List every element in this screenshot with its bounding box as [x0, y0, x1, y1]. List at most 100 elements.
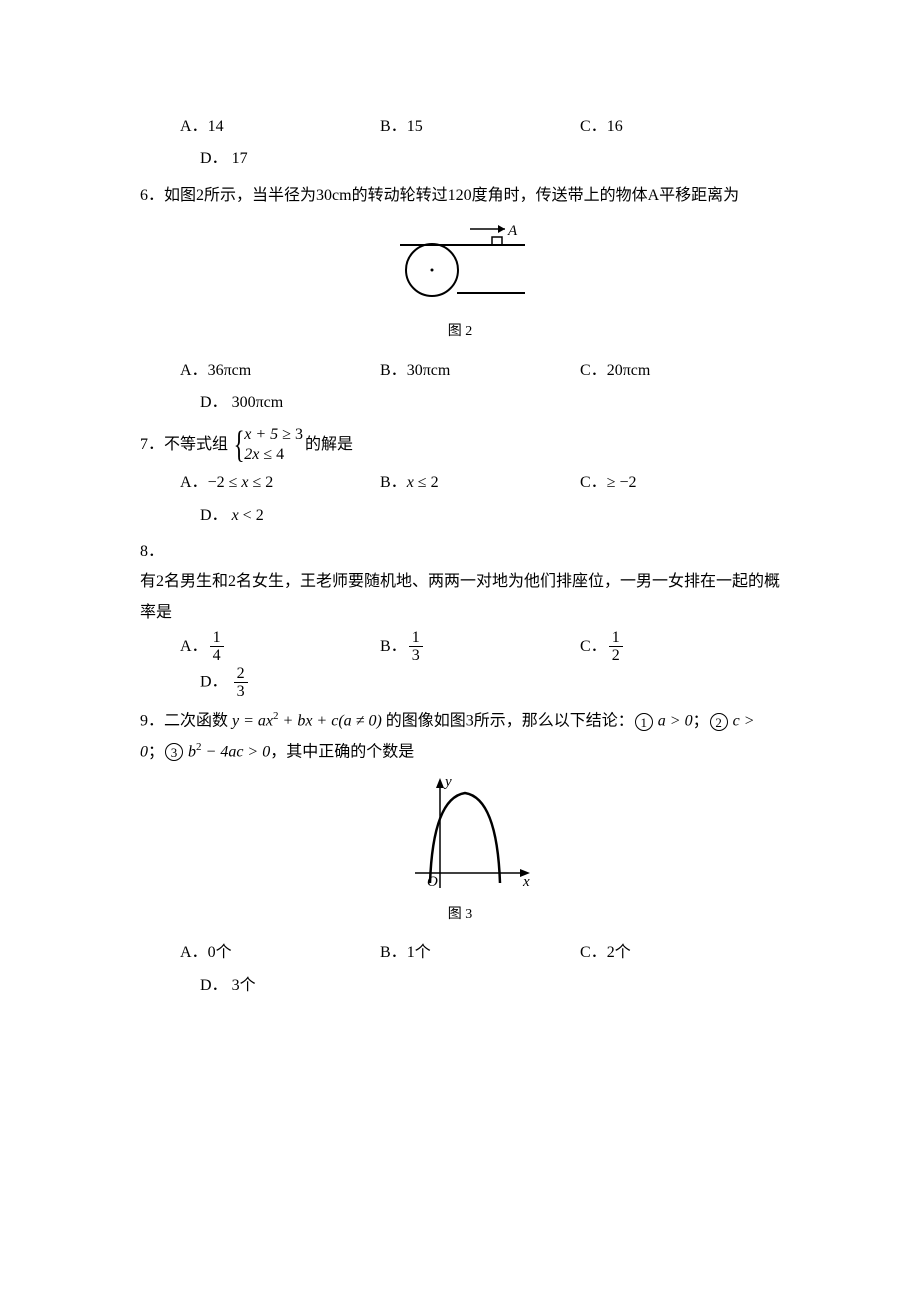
- q9-number: 9．: [140, 712, 164, 729]
- option-label: B．: [380, 468, 407, 498]
- circled-3: 3: [165, 743, 183, 761]
- circled-1: 1: [635, 713, 653, 731]
- sys-line1-lhs: x + 5: [244, 426, 278, 443]
- q7-text-after: 的解是: [305, 430, 353, 460]
- q6-text: 如图2所示，当半径为30cm的转动轮转过120度角时，传送带上的物体A平移距离为: [164, 181, 739, 211]
- option-label: B．: [380, 356, 407, 386]
- option-label: A．: [180, 356, 208, 386]
- label-o: O: [427, 874, 438, 890]
- option-value: −2 ≤ x ≤ 2: [208, 468, 274, 498]
- q9-option-b: B． 1个: [380, 938, 580, 968]
- q9-text-p1-before: 二次函数: [164, 712, 232, 729]
- fraction: 1 2: [609, 630, 623, 664]
- q9-cond3-a: b: [184, 743, 196, 760]
- q6-figure-caption: 图 2: [140, 319, 780, 346]
- q5-option-a: A． 14: [180, 112, 380, 142]
- q7-option-b: B． x ≤ 2: [380, 468, 580, 498]
- denominator: 3: [409, 646, 423, 664]
- option-label: D．: [200, 507, 228, 524]
- q9-option-c: C． 2个: [580, 938, 760, 968]
- option-value: 20πcm: [607, 356, 651, 386]
- q9-cond1: a > 0: [654, 712, 693, 729]
- q8-number: 8．: [140, 537, 164, 567]
- q7-text-before: 不等式组: [164, 430, 228, 460]
- q7-option-c: C． ≥ −2: [580, 468, 760, 498]
- option-value: 2个: [607, 938, 631, 968]
- q9-formula-y: y = ax: [232, 712, 273, 729]
- fraction: 2 3: [234, 666, 248, 700]
- q6-option-d-row: D． 300πcm: [140, 388, 780, 418]
- numerator: 1: [609, 630, 623, 646]
- q7-option-d-row: D． x < 2: [140, 501, 780, 531]
- option-label: B．: [380, 112, 407, 142]
- q8-option-c: C． 1 2: [580, 630, 760, 664]
- option-label: C．: [580, 938, 607, 968]
- inequality-system: { x + 5 ≥ 3 2x ≤ 4: [230, 425, 303, 467]
- fraction: 1 4: [210, 630, 224, 664]
- q9-text-p1-after: 的图像如图3所示，那么以下结论：: [382, 712, 634, 729]
- q9-option-a: A． 0个: [180, 938, 380, 968]
- label-y: y: [443, 778, 452, 790]
- q6-options-row: A． 36πcm B． 30πcm C． 20πcm: [140, 356, 780, 386]
- q8-option-a: A． 1 4: [180, 630, 380, 664]
- option-label: A．: [180, 112, 208, 142]
- option-value: 36πcm: [208, 356, 252, 386]
- q6-figure: A 图 2: [140, 221, 780, 346]
- option-label: D．: [200, 150, 228, 167]
- sys-line1-op: ≥: [282, 426, 291, 443]
- q8-option-d-row: D． 2 3: [140, 666, 780, 700]
- option-label: C．: [580, 356, 607, 386]
- option-label: A．: [180, 632, 208, 662]
- sys-line2-op: ≤: [263, 446, 272, 463]
- option-value: 3个: [232, 977, 256, 994]
- option-label: A．: [180, 468, 208, 498]
- numerator: 1: [210, 630, 224, 646]
- denominator: 3: [234, 682, 248, 700]
- q7-number: 7．: [140, 430, 164, 460]
- q9-cond3-b: − 4ac > 0: [202, 743, 271, 760]
- option-label: B．: [380, 938, 407, 968]
- q9-formula-mid: + bx + c(a ≠ 0): [279, 712, 382, 729]
- parabola-diagram: y x O: [385, 778, 535, 898]
- q5-option-c: C． 16: [580, 112, 760, 142]
- numerator: 2: [234, 666, 248, 682]
- option-label: D．: [200, 394, 228, 411]
- option-label: D．: [200, 674, 228, 691]
- q5-option-d-row: D． 17: [140, 144, 780, 174]
- option-value: 17: [232, 150, 248, 167]
- q9-figure-caption: 图 3: [140, 902, 780, 929]
- option-label: A．: [180, 938, 208, 968]
- q9-options-row: A． 0个 B． 1个 C． 2个: [140, 938, 780, 968]
- q6-option-a: A． 36πcm: [180, 356, 380, 386]
- q6-option-b: B． 30πcm: [380, 356, 580, 386]
- conveyor-diagram: A: [380, 221, 540, 315]
- fraction: 1 3: [409, 630, 423, 664]
- q5-options-row: A． 14 B． 15 C． 16: [140, 112, 780, 142]
- option-label: B．: [380, 632, 407, 662]
- option-value: x < 2: [232, 507, 264, 524]
- q8-option-b: B． 1 3: [380, 630, 580, 664]
- label-a: A: [507, 223, 518, 239]
- label-x: x: [522, 874, 530, 890]
- sep2: ；: [148, 743, 164, 760]
- sys-line2-lhs: 2x: [244, 446, 259, 463]
- q7-options-row: A． −2 ≤ x ≤ 2 B． x ≤ 2 C． ≥ −2: [140, 468, 780, 498]
- q6-number: 6．: [140, 181, 164, 211]
- q6-option-c: C． 20πcm: [580, 356, 760, 386]
- q8: 8．有2名男生和2名女生，王老师要随机地、两两一对地为他们排座位，一男一女排在一…: [140, 537, 780, 628]
- q9-option-d-row: D． 3个: [140, 971, 780, 1001]
- option-label: C．: [580, 112, 607, 142]
- option-value: 16: [607, 112, 623, 142]
- q7: 7． 不等式组 { x + 5 ≥ 3 2x ≤ 4 的解是: [140, 425, 780, 467]
- q9: 9．二次函数 y = ax2 + bx + c(a ≠ 0) 的图像如图3所示，…: [140, 706, 780, 767]
- q7-option-a: A． −2 ≤ x ≤ 2: [180, 468, 380, 498]
- option-value: 15: [407, 112, 423, 142]
- option-label: D．: [200, 977, 228, 994]
- option-value: 30πcm: [407, 356, 451, 386]
- numerator: 1: [409, 630, 423, 646]
- option-value: x ≤ 2: [407, 468, 439, 498]
- q5-option-b: B． 15: [380, 112, 580, 142]
- option-label: C．: [580, 468, 607, 498]
- option-label: C．: [580, 632, 607, 662]
- option-value: 1个: [407, 938, 431, 968]
